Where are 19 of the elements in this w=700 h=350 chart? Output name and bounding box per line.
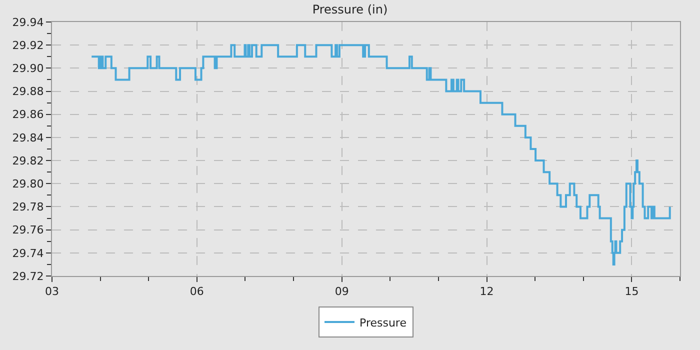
y-tick-label: 29.88: [12, 85, 44, 98]
y-tick-label: 29.76: [12, 224, 44, 237]
y-tick-label: 29.84: [12, 131, 44, 144]
y-tick-label: 29.94: [12, 16, 44, 29]
y-tick-label: 29.72: [12, 270, 44, 283]
y-tick-label: 29.82: [12, 154, 44, 168]
y-tick-label: 29.74: [12, 246, 44, 260]
x-tick-label: 15: [624, 285, 639, 298]
y-tick-label: 29.78: [12, 200, 44, 214]
x-tick-label: 12: [480, 285, 494, 298]
y-tick-label: 29.86: [12, 108, 44, 122]
y-tick-label: 29.80: [12, 177, 44, 190]
x-tick-label: 06: [190, 285, 204, 298]
y-tick-label: 29.92: [12, 38, 44, 52]
x-tick-label: 03: [45, 285, 59, 298]
y-tick-label: 29.90: [12, 62, 44, 76]
chart-title: Pressure (in): [312, 2, 388, 17]
legend-label: Pressure: [360, 316, 407, 330]
x-tick-label: 09: [334, 285, 349, 298]
